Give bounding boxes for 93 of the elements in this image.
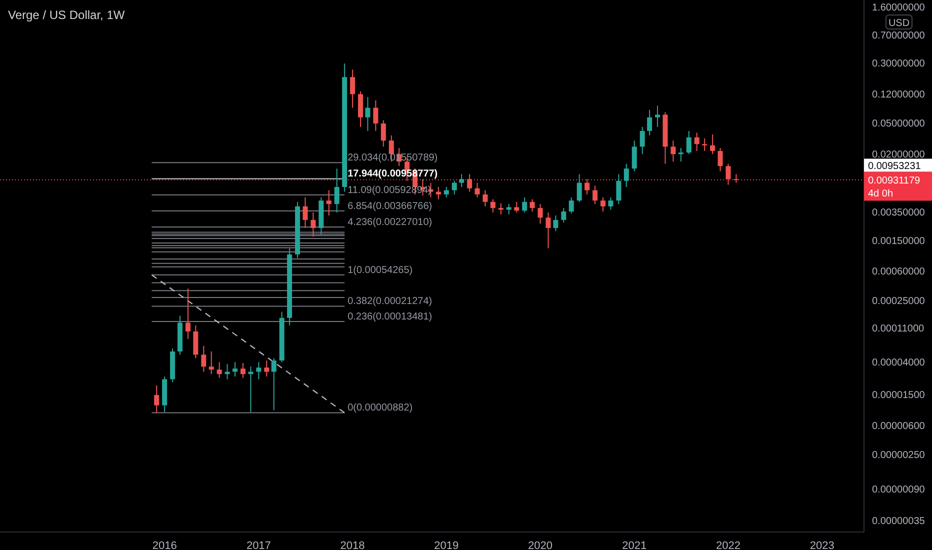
ref-line-label: 6.854(0.00366766) (348, 200, 432, 212)
x-tick-label: 2022 (716, 540, 740, 550)
candlestick (734, 174, 739, 184)
ref-line-label: 0(0.00000882) (348, 402, 413, 414)
y-tick-label: 0.05000000 (872, 118, 926, 130)
candlestick (655, 105, 660, 128)
candlestick (193, 324, 198, 359)
y-tick-label: 0.00350000 (872, 208, 926, 219)
ref-line-label: 4.236(0.00227010) (348, 216, 432, 228)
candlestick (608, 196, 614, 210)
candlestick (264, 360, 270, 378)
ref-line-label: 0.00931179 (868, 176, 921, 187)
candlestick (185, 288, 190, 340)
y-tick-label: 1.60000000 (872, 2, 926, 14)
x-tick-label: 2021 (622, 540, 647, 550)
candlestick (350, 69, 356, 108)
y-tick-label: 0.70000000 (872, 30, 926, 42)
candlestick (256, 362, 262, 380)
candlestick (467, 174, 472, 192)
candlestick (240, 362, 246, 378)
y-tick-label: 0.00000035 (872, 516, 926, 527)
candlestick (640, 126, 645, 155)
candlestick (154, 384, 160, 414)
text: USD (888, 18, 910, 29)
candlestick (702, 138, 708, 152)
text: 0.00953231 (868, 161, 922, 172)
candlestick (506, 204, 512, 215)
candlestick (710, 134, 716, 155)
y-tick-label: 0.02000000 (872, 149, 926, 160)
candlestick (452, 180, 457, 195)
candlestick (561, 208, 566, 223)
candlestick (624, 163, 629, 188)
candlestick (553, 214, 558, 232)
x-tick-label: 2016 (152, 540, 177, 550)
candlestick (380, 120, 386, 148)
x-tick-label: 2020 (528, 540, 552, 550)
candlestick (334, 168, 340, 213)
candlestick (310, 212, 316, 238)
candlestick (616, 174, 622, 205)
candlestick (522, 196, 528, 213)
candlestick (208, 350, 214, 375)
candlestick (444, 186, 449, 198)
candlestick (718, 148, 723, 172)
candlestick (600, 196, 606, 212)
candlestick (694, 132, 700, 152)
candlestick (302, 196, 308, 229)
candlestick (216, 362, 222, 378)
candlestick (514, 201, 520, 213)
candlestick (365, 96, 370, 132)
candlestick (482, 190, 488, 207)
candlestick (726, 163, 731, 186)
y-tick-label: 0.30000000 (872, 58, 926, 70)
candlestick (576, 174, 582, 202)
candlestick (592, 185, 598, 205)
candlestick (474, 182, 480, 198)
candlestick (271, 358, 276, 411)
text: Verge / US Dollar, 1W (8, 8, 126, 22)
x-tick-label: 2018 (340, 540, 365, 550)
x-tick-label: 2017 (246, 540, 271, 550)
candlestick (326, 190, 332, 216)
x-tick-label: 2019 (434, 540, 459, 550)
y-tick-label: 0.00150000 (872, 236, 926, 248)
candlestick (201, 345, 206, 372)
y-tick-label: 0.00001500 (872, 390, 926, 402)
candlestick (670, 140, 676, 162)
candlestick (358, 90, 364, 128)
candlestick (538, 204, 543, 224)
candlestick (373, 100, 378, 132)
candlestick (568, 196, 574, 214)
ref-line-label: 0.236(0.00013481) (348, 311, 432, 322)
candlestick (459, 174, 464, 188)
candlestick (436, 186, 441, 200)
candlestick (530, 198, 535, 212)
candlestick (232, 362, 238, 378)
y-tick-label: 0.00004000 (872, 357, 926, 368)
candlestick (546, 212, 551, 249)
y-tick-label: 0.12000000 (872, 89, 926, 100)
candlestick (632, 140, 637, 172)
y-tick-label: 0.00000250 (872, 450, 926, 462)
candlestick (686, 130, 692, 155)
candlestick (584, 178, 590, 195)
y-tick-label: 0.00025000 (872, 296, 926, 307)
candlestick (647, 109, 652, 136)
text: 4d 0h (868, 188, 894, 200)
y-tick-label: 0.00011000 (872, 323, 925, 334)
ref-line-label: 0.382(0.00021274) (348, 296, 432, 308)
ref-line-label: 1(0.00054265) (348, 264, 413, 276)
x-tick-label: 2023 (810, 540, 834, 550)
candlestick (490, 198, 496, 213)
y-tick-label: 0.00060000 (872, 266, 926, 278)
candlestick (678, 148, 684, 162)
y-tick-label: 0.00000090 (872, 484, 926, 496)
y-tick-label: 0.00000600 (872, 420, 926, 432)
